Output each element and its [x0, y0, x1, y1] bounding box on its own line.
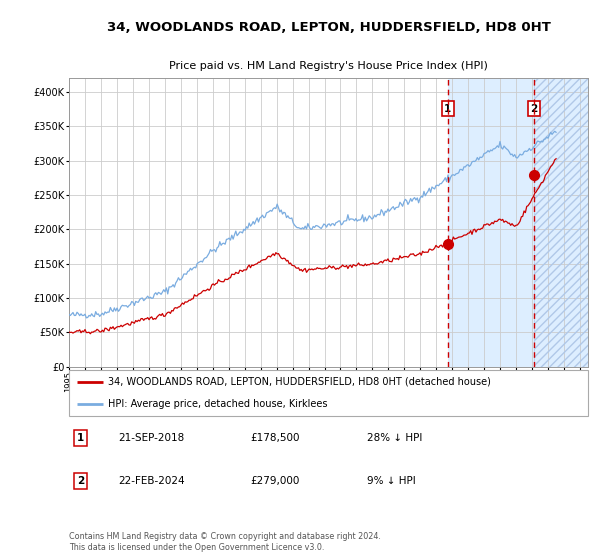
Text: Price paid vs. HM Land Registry's House Price Index (HPI): Price paid vs. HM Land Registry's House … [169, 61, 488, 71]
Text: 9% ↓ HPI: 9% ↓ HPI [367, 476, 416, 486]
Text: 34, WOODLANDS ROAD, LEPTON, HUDDERSFIELD, HD8 0HT (detached house): 34, WOODLANDS ROAD, LEPTON, HUDDERSFIELD… [108, 376, 491, 386]
Bar [534, 78, 588, 367]
Bar [448, 78, 534, 367]
Text: £279,000: £279,000 [251, 476, 300, 486]
Text: 22-FEB-2024: 22-FEB-2024 [118, 476, 185, 486]
Text: 28% ↓ HPI: 28% ↓ HPI [367, 433, 423, 443]
Text: 2: 2 [77, 476, 84, 486]
Text: 1: 1 [444, 104, 451, 114]
Text: 2: 2 [530, 104, 538, 114]
Text: 34, WOODLANDS ROAD, LEPTON, HUDDERSFIELD, HD8 0HT: 34, WOODLANDS ROAD, LEPTON, HUDDERSFIELD… [107, 21, 550, 34]
Text: 1: 1 [77, 433, 84, 443]
Text: 21-SEP-2018: 21-SEP-2018 [118, 433, 185, 443]
FancyBboxPatch shape [69, 370, 588, 416]
Text: Contains HM Land Registry data © Crown copyright and database right 2024.
This d: Contains HM Land Registry data © Crown c… [69, 533, 381, 552]
Text: HPI: Average price, detached house, Kirklees: HPI: Average price, detached house, Kirk… [108, 399, 328, 409]
Bar [534, 78, 588, 367]
Text: £178,500: £178,500 [251, 433, 300, 443]
